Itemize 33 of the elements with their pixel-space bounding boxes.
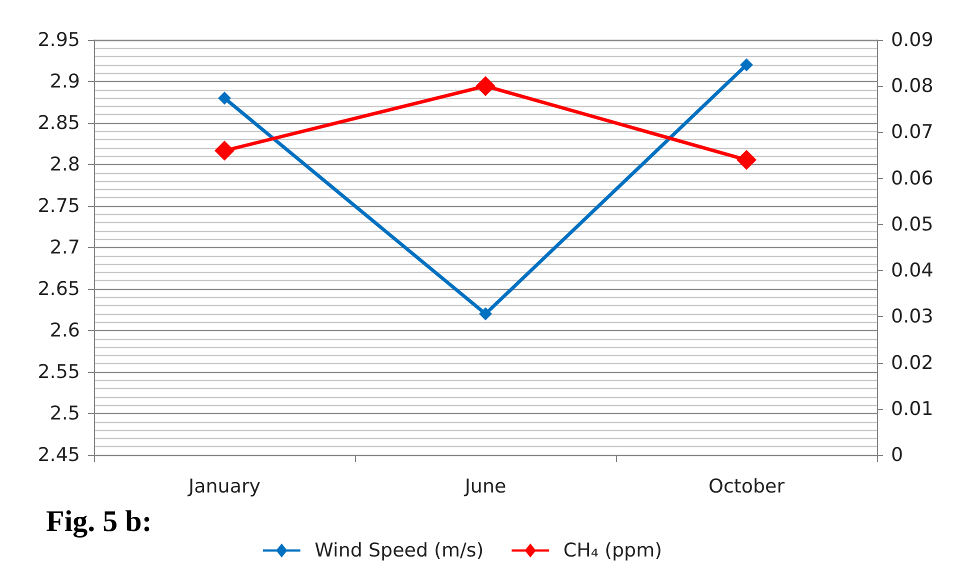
point (214, 140, 234, 161)
x-tick-label: October (708, 476, 785, 498)
x-tick-label: January (187, 476, 261, 498)
y-tick-label: 2.75 (38, 195, 80, 217)
y-tick-label: 2.95 (38, 29, 80, 51)
y2-tick-label: 0.04 (891, 260, 934, 282)
legend-label: CH₄ (ppm) (563, 540, 662, 562)
point (218, 92, 231, 105)
y2-tick-label: 0.05 (891, 213, 934, 236)
point (479, 307, 492, 320)
y2-tick-label: 0.09 (891, 29, 934, 51)
y2-tick-label: 0.07 (891, 121, 934, 144)
y-tick-label: 2.5 (50, 402, 80, 424)
y-tick-label: 2.65 (38, 278, 80, 300)
y2-tick-label: 0.02 (891, 352, 934, 374)
y-tick-label: 2.9 (50, 70, 80, 92)
y-tick-label: 2.8 (50, 154, 80, 176)
point (740, 58, 753, 72)
y2-tick-label: 0.03 (891, 306, 934, 328)
legend-label: Wind Speed (m/s) (314, 540, 484, 562)
y-tick-label: 2.7 (50, 236, 80, 258)
point (476, 76, 496, 96)
caption: Fig. 5 b: (46, 505, 152, 539)
y-tick-label: 2.55 (38, 361, 80, 383)
y-tick-label: 2.85 (38, 112, 80, 134)
y-tick-label: 2.6 (50, 320, 80, 342)
y2-tick-label: 0.01 (891, 398, 934, 420)
point (736, 150, 756, 170)
x-tick-label: June (464, 476, 506, 498)
y-tick-label: 2.45 (38, 444, 80, 466)
y2-tick-label: 0.08 (891, 75, 934, 98)
y2-tick-label: 0.06 (891, 167, 934, 190)
y2-tick-label: 0 (891, 444, 904, 466)
